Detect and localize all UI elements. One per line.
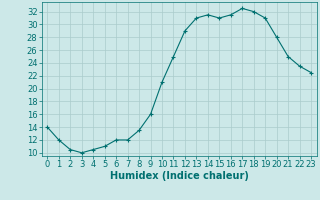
X-axis label: Humidex (Indice chaleur): Humidex (Indice chaleur) xyxy=(110,171,249,181)
